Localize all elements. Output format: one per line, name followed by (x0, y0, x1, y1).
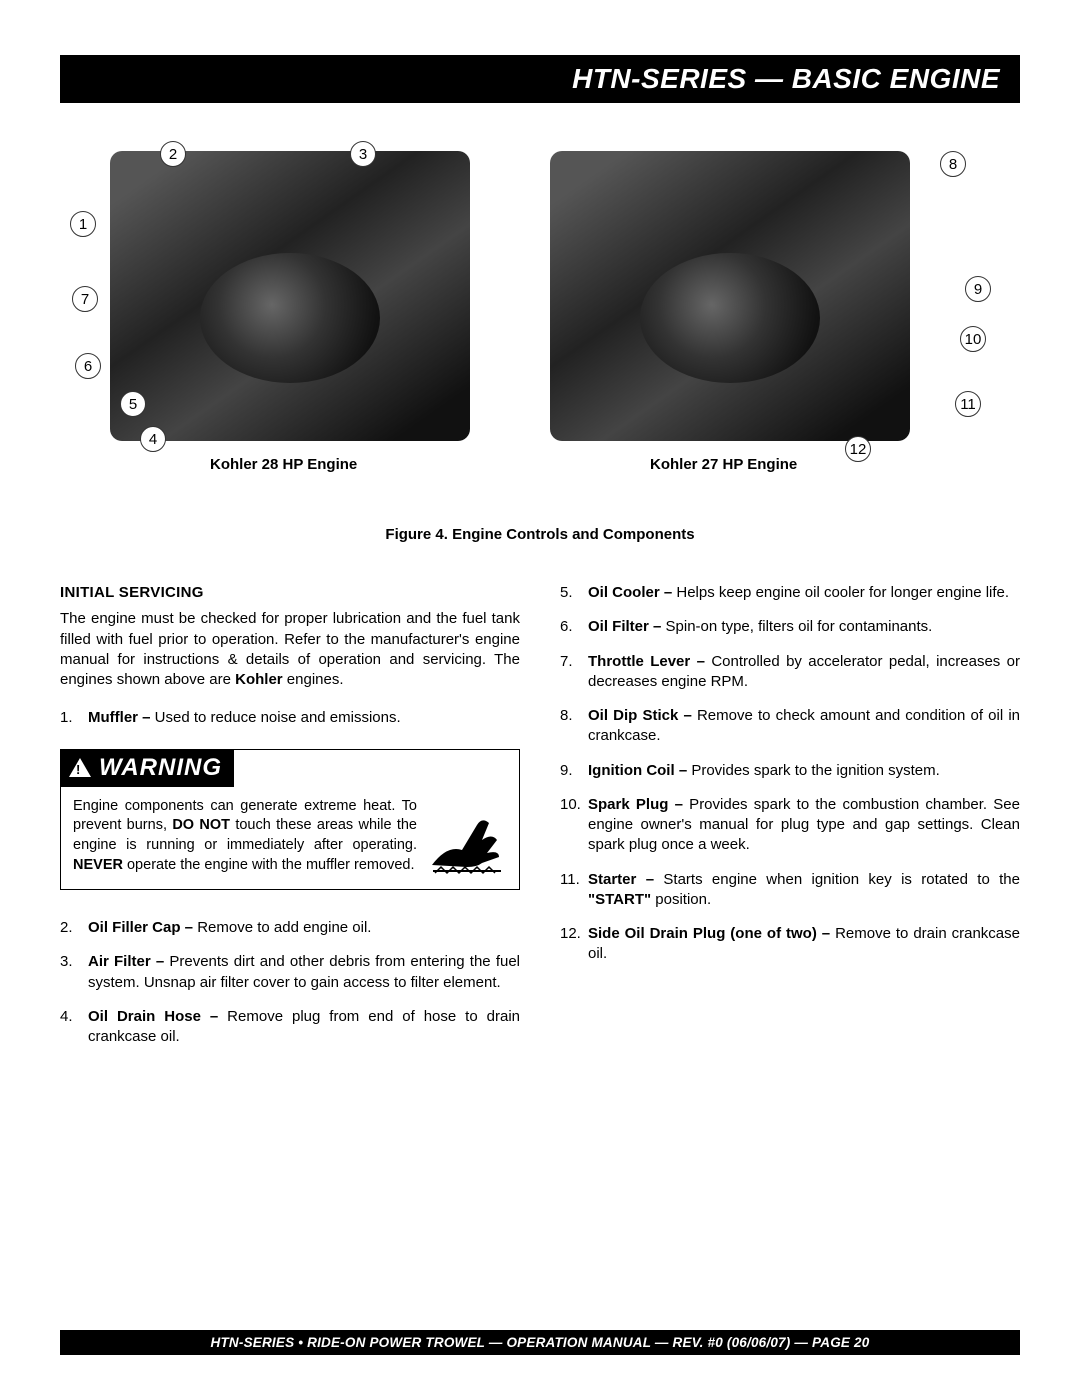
warning-text: Engine components can generate extreme h… (73, 797, 417, 875)
callout-12: 12 (845, 436, 871, 462)
parts-list-item: 11.Starter – Starts engine when ignition… (560, 870, 1020, 911)
parts-list-item: 3.Air Filter – Prevents dirt and other d… (60, 952, 520, 993)
callout-5: 5 (120, 391, 146, 417)
callout-11: 11 (955, 391, 981, 417)
item-number: 11. (560, 870, 588, 911)
hot-surface-icon (427, 805, 507, 875)
parts-list-item: 4.Oil Drain Hose – Remove plug from end … (60, 1007, 520, 1048)
item-number: 3. (60, 952, 88, 993)
callout-8: 8 (940, 151, 966, 177)
parts-list-item: 1.Muffler – Used to reduce noise and emi… (60, 708, 520, 728)
right-column: 5.Oil Cooler – Helps keep engine oil coo… (560, 583, 1020, 1061)
engine-right-caption: Kohler 27 HP Engine (650, 456, 797, 473)
engine-left-image (110, 151, 470, 441)
left-column: INITIAL SERVICING The engine must be che… (60, 583, 520, 1061)
item-text: Oil Drain Hose – Remove plug from end of… (88, 1007, 520, 1048)
item-number: 4. (60, 1007, 88, 1048)
intro-post: engines. (283, 671, 344, 688)
item-text: Air Filter – Prevents dirt and other deb… (88, 952, 520, 993)
item-number: 7. (560, 652, 588, 693)
intro-paragraph: The engine must be checked for proper lu… (60, 609, 520, 690)
footer-bar: HTN-SERIES • RIDE-ON POWER TROWEL — OPER… (60, 1330, 1020, 1355)
warning-box: WARNING Engine components can generate e… (60, 749, 520, 891)
callout-1: 1 (70, 211, 96, 237)
figure-title: Figure 4. Engine Controls and Components (60, 526, 1020, 543)
warning-label: WARNING (99, 752, 222, 784)
warning-tab: WARNING (61, 749, 234, 787)
item-number: 8. (560, 706, 588, 747)
body-columns: INITIAL SERVICING The engine must be che… (60, 583, 1020, 1061)
item-text: Ignition Coil – Provides spark to the ig… (588, 761, 1020, 781)
footer-text: HTN-SERIES • RIDE-ON POWER TROWEL — OPER… (211, 1335, 870, 1350)
item-number: 10. (560, 795, 588, 856)
callout-6: 6 (75, 353, 101, 379)
item-text: Oil Filler Cap – Remove to add engine oi… (88, 918, 520, 938)
item-text: Starter – Starts engine when ignition ke… (588, 870, 1020, 911)
item-text: Muffler – Used to reduce noise and emiss… (88, 708, 520, 728)
parts-list-item: 7.Throttle Lever – Controlled by acceler… (560, 652, 1020, 693)
item-text: Throttle Lever – Controlled by accelerat… (588, 652, 1020, 693)
parts-list-item: 5.Oil Cooler – Helps keep engine oil coo… (560, 583, 1020, 603)
warning-body: Engine components can generate extreme h… (73, 797, 507, 875)
engine-left-caption: Kohler 28 HP Engine (210, 456, 357, 473)
callout-3: 3 (350, 141, 376, 167)
parts-list-item: 12.Side Oil Drain Plug (one of two) – Re… (560, 924, 1020, 965)
item-number: 12. (560, 924, 588, 965)
engine-right-image (550, 151, 910, 441)
parts-list-left-b: 2.Oil Filler Cap – Remove to add engine … (60, 918, 520, 1047)
parts-list-item: 2.Oil Filler Cap – Remove to add engine … (60, 918, 520, 938)
callout-9: 9 (965, 276, 991, 302)
item-text: Spark Plug – Provides spark to the combu… (588, 795, 1020, 856)
warning-triangle-icon (69, 758, 91, 777)
callout-2: 2 (160, 141, 186, 167)
item-text: Oil Cooler – Helps keep engine oil coole… (588, 583, 1020, 603)
item-number: 1. (60, 708, 88, 728)
callout-7: 7 (72, 286, 98, 312)
item-number: 5. (560, 583, 588, 603)
item-text: Oil Filter – Spin-on type, filters oil f… (588, 617, 1020, 637)
parts-list-item: 6.Oil Filter – Spin-on type, filters oil… (560, 617, 1020, 637)
item-text: Side Oil Drain Plug (one of two) – Remov… (588, 924, 1020, 965)
item-number: 6. (560, 617, 588, 637)
section-heading: INITIAL SERVICING (60, 583, 520, 603)
callout-10: 10 (960, 326, 986, 352)
item-number: 9. (560, 761, 588, 781)
parts-list-item: 8.Oil Dip Stick – Remove to check amount… (560, 706, 1020, 747)
parts-list-item: 9.Ignition Coil – Provides spark to the … (560, 761, 1020, 781)
header-bar: HTN-SERIES — BASIC ENGINE (60, 55, 1020, 103)
page-title: HTN-SERIES — BASIC ENGINE (572, 63, 1000, 95)
item-text: Oil Dip Stick – Remove to check amount a… (588, 706, 1020, 747)
parts-list-right: 5.Oil Cooler – Helps keep engine oil coo… (560, 583, 1020, 965)
intro-brand: Kohler (235, 671, 283, 688)
figure-area: 123456789101112 Kohler 28 HP Engine Kohl… (60, 121, 1020, 481)
parts-list-left-a: 1.Muffler – Used to reduce noise and emi… (60, 708, 520, 728)
callout-4: 4 (140, 426, 166, 452)
parts-list-item: 10.Spark Plug – Provides spark to the co… (560, 795, 1020, 856)
item-number: 2. (60, 918, 88, 938)
